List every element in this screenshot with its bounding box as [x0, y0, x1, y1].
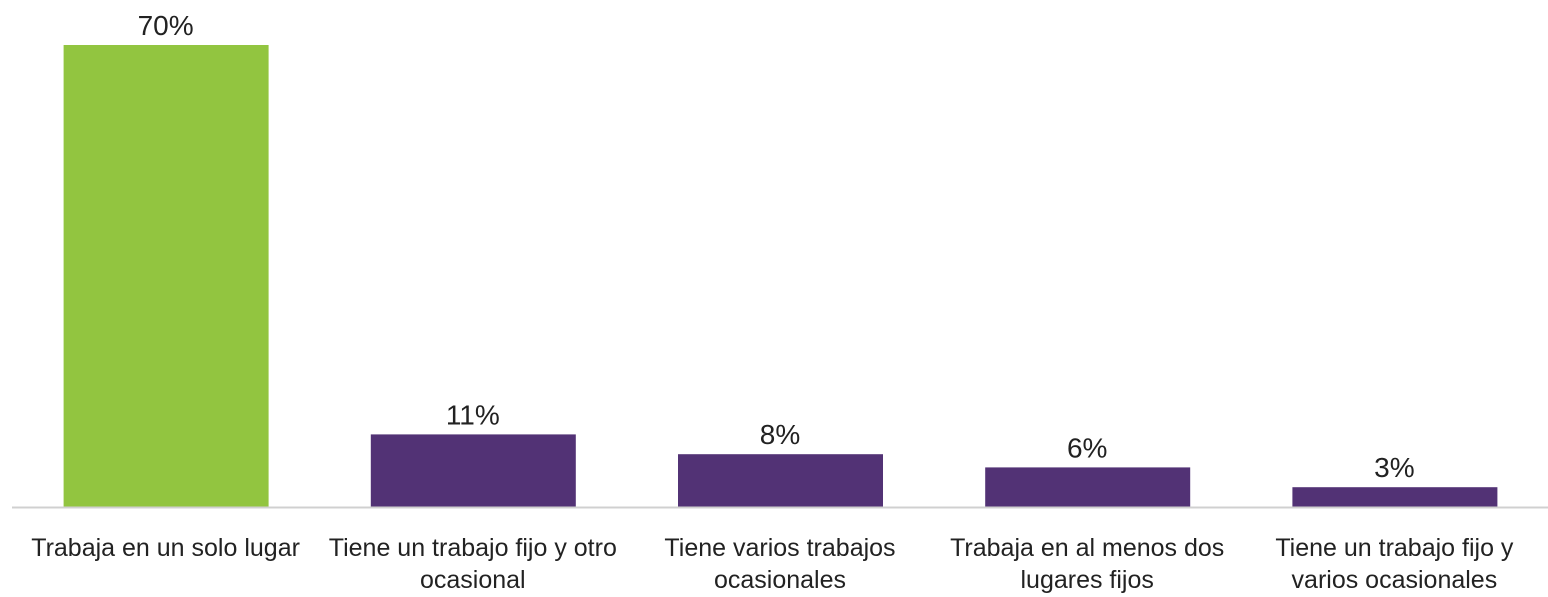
x-tick-label-box: Trabaja en un solo lugar [31, 534, 300, 562]
x-tick-label: Tiene un trabajo fijo y varios ocasional… [1275, 534, 1514, 594]
bar [678, 454, 883, 507]
value-label: 6% [1067, 432, 1107, 463]
bar [63, 45, 269, 507]
value-label: 70% [138, 10, 194, 41]
value-label: 8% [760, 419, 800, 450]
bar [1292, 487, 1498, 507]
x-tick-label-box: Trabaja en al menos dos lugares fijos [950, 534, 1225, 594]
x-tick-label: Trabaja en al menos dos lugares fijos [950, 534, 1225, 594]
x-tick-label: Tiene varios trabajos ocasionales [664, 534, 896, 594]
x-tick-label-box: Tiene varios trabajos ocasionales [664, 534, 896, 594]
x-tick-label: Tiene un trabajo fijo y otro ocasional [328, 534, 617, 594]
x-tick-label-box: Tiene un trabajo fijo y otro ocasional [328, 534, 617, 594]
x-tick-label-box: Tiene un trabajo fijo y varios ocasional… [1275, 534, 1514, 594]
value-label: 11% [446, 399, 500, 430]
x-tick-label: Trabaja en un solo lugar [31, 534, 300, 562]
bar [985, 467, 1191, 507]
value-label: 3% [1374, 452, 1414, 483]
bar [370, 434, 576, 507]
